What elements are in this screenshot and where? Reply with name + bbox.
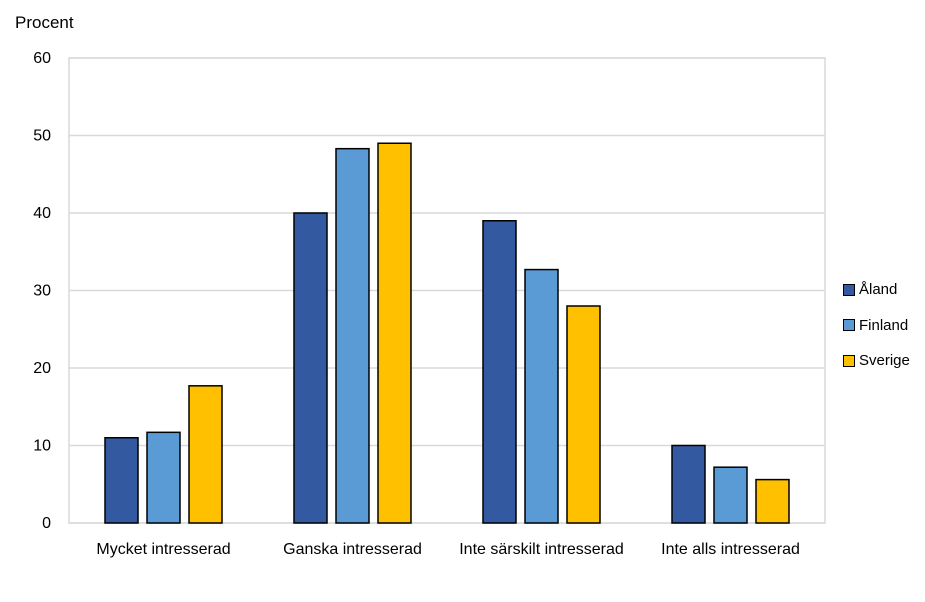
y-tick-labels: 0 10 20 30 40 50 60: [33, 50, 51, 532]
legend-label: Sverige: [859, 352, 910, 370]
bar-sverige: [377, 142, 412, 524]
x-tick-label: Mycket intresserad: [96, 541, 230, 558]
y-tick-label: 0: [42, 515, 51, 532]
bar-sverige: [188, 385, 223, 524]
legend-label: Finland: [859, 316, 909, 334]
legend-label: Åland: [859, 281, 898, 299]
bar-sverige: [566, 305, 601, 524]
bar-finland: [335, 147, 370, 524]
legend-swatch: [843, 319, 855, 332]
legend-swatch: [843, 354, 855, 367]
bar-finland: [146, 431, 181, 524]
legend-item: Sverige: [843, 343, 910, 379]
legend-item: Finland: [843, 308, 910, 344]
bar-åland: [104, 437, 139, 524]
bars: [104, 142, 790, 524]
y-tick-label: 60: [33, 50, 51, 67]
bar-åland: [482, 220, 517, 524]
y-axis-title: Procent: [15, 13, 74, 32]
y-tick-label: 40: [33, 205, 51, 222]
bar-finland: [713, 466, 748, 524]
x-tick-label: Ganska intresserad: [283, 541, 422, 558]
x-tick-labels: Mycket intresserad Ganska intresserad Inte…: [96, 541, 800, 558]
x-tick-label: Inte alls intresserad: [661, 541, 800, 558]
y-tick-label: 30: [33, 283, 51, 300]
bar-åland: [671, 444, 706, 524]
legend-swatch: [843, 283, 855, 296]
gridlines: [68, 57, 826, 524]
legend: Åland Finland Sverige: [843, 272, 910, 379]
legend-item: Åland: [843, 272, 910, 308]
x-tick-label: Inte särskilt intresserad: [459, 541, 624, 558]
bar-sverige: [755, 478, 790, 524]
y-tick-label: 20: [33, 360, 51, 377]
y-tick-label: 10: [33, 438, 51, 455]
y-tick-label: 50: [33, 128, 51, 145]
bar-finland: [524, 268, 559, 524]
bar-åland: [293, 212, 328, 524]
